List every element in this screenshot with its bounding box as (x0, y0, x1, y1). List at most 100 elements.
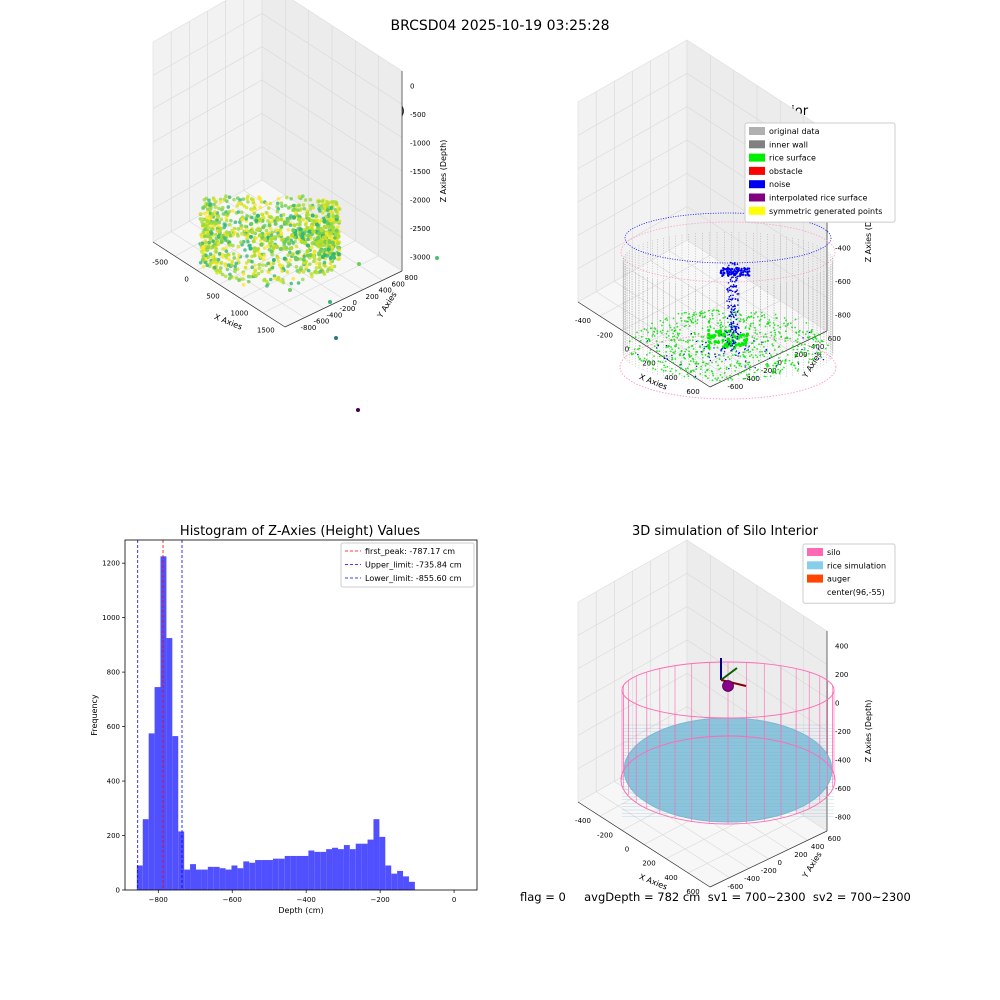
rice-surface-point (784, 330, 787, 333)
rice-surface-point (794, 318, 797, 321)
noise-point (705, 345, 707, 348)
rice-surface-point (734, 369, 737, 372)
rice-surface-point (645, 328, 648, 331)
rice-surface-point (683, 311, 686, 314)
rice-surface-point (711, 317, 714, 320)
noise-point (726, 270, 729, 273)
raw-data-point (334, 214, 339, 219)
noise-point (814, 352, 816, 355)
raw-data-point (298, 227, 303, 232)
raw-data-point (204, 240, 208, 245)
raw-data-point (283, 203, 288, 208)
raw-data-point (312, 270, 317, 275)
raw-data-point (337, 257, 342, 261)
rice-surface-point (737, 362, 740, 365)
rice-surface-point (800, 344, 803, 346)
rice-surface-point (742, 321, 745, 323)
noise-point (731, 276, 733, 278)
noise-point (737, 304, 739, 306)
histogram-bar (314, 851, 321, 890)
rice-surface-point (711, 310, 714, 312)
y-tick-label: 800 (107, 669, 120, 677)
rice-surface-point (765, 335, 768, 338)
rice-surface-point (772, 344, 774, 347)
raw-data-point (296, 208, 300, 212)
noise-point (722, 271, 725, 274)
raw-data-point (201, 230, 206, 235)
rice-surface-point (682, 354, 685, 357)
grid-line (577, 73, 688, 136)
raw-data-point (205, 219, 210, 223)
rice-surface-point (814, 340, 817, 343)
noise-point (732, 315, 735, 318)
raw-data-point (300, 232, 305, 237)
y-tick-label: 600 (828, 335, 841, 343)
noise-point (728, 305, 731, 308)
raw-data-point (298, 257, 303, 261)
rice-surface-point (726, 334, 729, 337)
rice-surface-point (701, 353, 703, 356)
raw-data-point (210, 255, 214, 259)
rice-surface-point (695, 362, 698, 365)
noise-point (720, 350, 722, 352)
rice-surface-point (733, 364, 736, 367)
histogram-bar (154, 687, 161, 890)
raw-data-point (278, 228, 282, 232)
raw-data-point (208, 237, 213, 242)
rice-surface-point (680, 350, 683, 353)
rice-surface-point (756, 356, 759, 359)
rice-surface-point (766, 362, 769, 365)
legend-swatch (807, 561, 823, 570)
rice-surface-point (807, 352, 810, 355)
noise-point (733, 308, 735, 311)
histogram-title: Histogram of Z-Axies (Height) Values (179, 524, 421, 539)
rice-surface-point (645, 353, 648, 356)
rice-surface-point (729, 374, 731, 377)
histogram-bar (326, 849, 333, 890)
raw-data-point (252, 206, 257, 210)
rice-surface-point (655, 350, 658, 353)
rice-surface-point (673, 327, 676, 329)
histogram-bar (308, 850, 315, 890)
legend-box (744, 122, 896, 223)
raw-data-point (232, 226, 237, 231)
rice-surface-point (686, 320, 689, 323)
legend-label: first_peak: -787.17 cm (365, 547, 455, 556)
raw-data-point (286, 206, 291, 210)
rice-surface-point (739, 318, 742, 321)
noise-point (728, 264, 730, 267)
noise-point (730, 285, 732, 288)
rice-surface-point (701, 316, 704, 319)
plot-frame (124, 539, 478, 891)
rice-surface-point (789, 337, 792, 340)
raw-data-point (309, 272, 314, 276)
rice-surface-point (742, 355, 745, 358)
z-axis-label: Z Axies (Depth) (439, 140, 448, 203)
auger-axis-y (720, 667, 738, 681)
raw-data-point (306, 268, 311, 273)
legend-label: interpolated rice surface (769, 194, 867, 203)
raw-data-point (305, 243, 310, 248)
raw-data-point (211, 259, 216, 264)
rice-surface-point (690, 355, 693, 357)
raw-data-point (276, 233, 280, 238)
z-tick-label: -400 (835, 245, 851, 253)
raw-data-point (238, 198, 242, 202)
x-tick-label: −800 (149, 896, 168, 904)
noise-point (683, 353, 685, 355)
legend-swatch (749, 180, 765, 189)
y-tick-label: -400 (744, 375, 760, 383)
noise-point (729, 323, 731, 326)
raw-data-point (234, 261, 239, 266)
raw-data-point (334, 202, 339, 206)
rice-surface-point (640, 335, 643, 338)
noise-point (734, 285, 737, 288)
raw-data-point (334, 228, 339, 233)
rice-surface-point (691, 317, 694, 320)
raw-data-point (258, 205, 263, 210)
rice-surface-point (740, 371, 742, 374)
raw-data-point (238, 220, 242, 225)
rice-surface-point (704, 364, 707, 367)
rice-surface-point (776, 360, 779, 363)
raw-data-point (331, 251, 336, 256)
